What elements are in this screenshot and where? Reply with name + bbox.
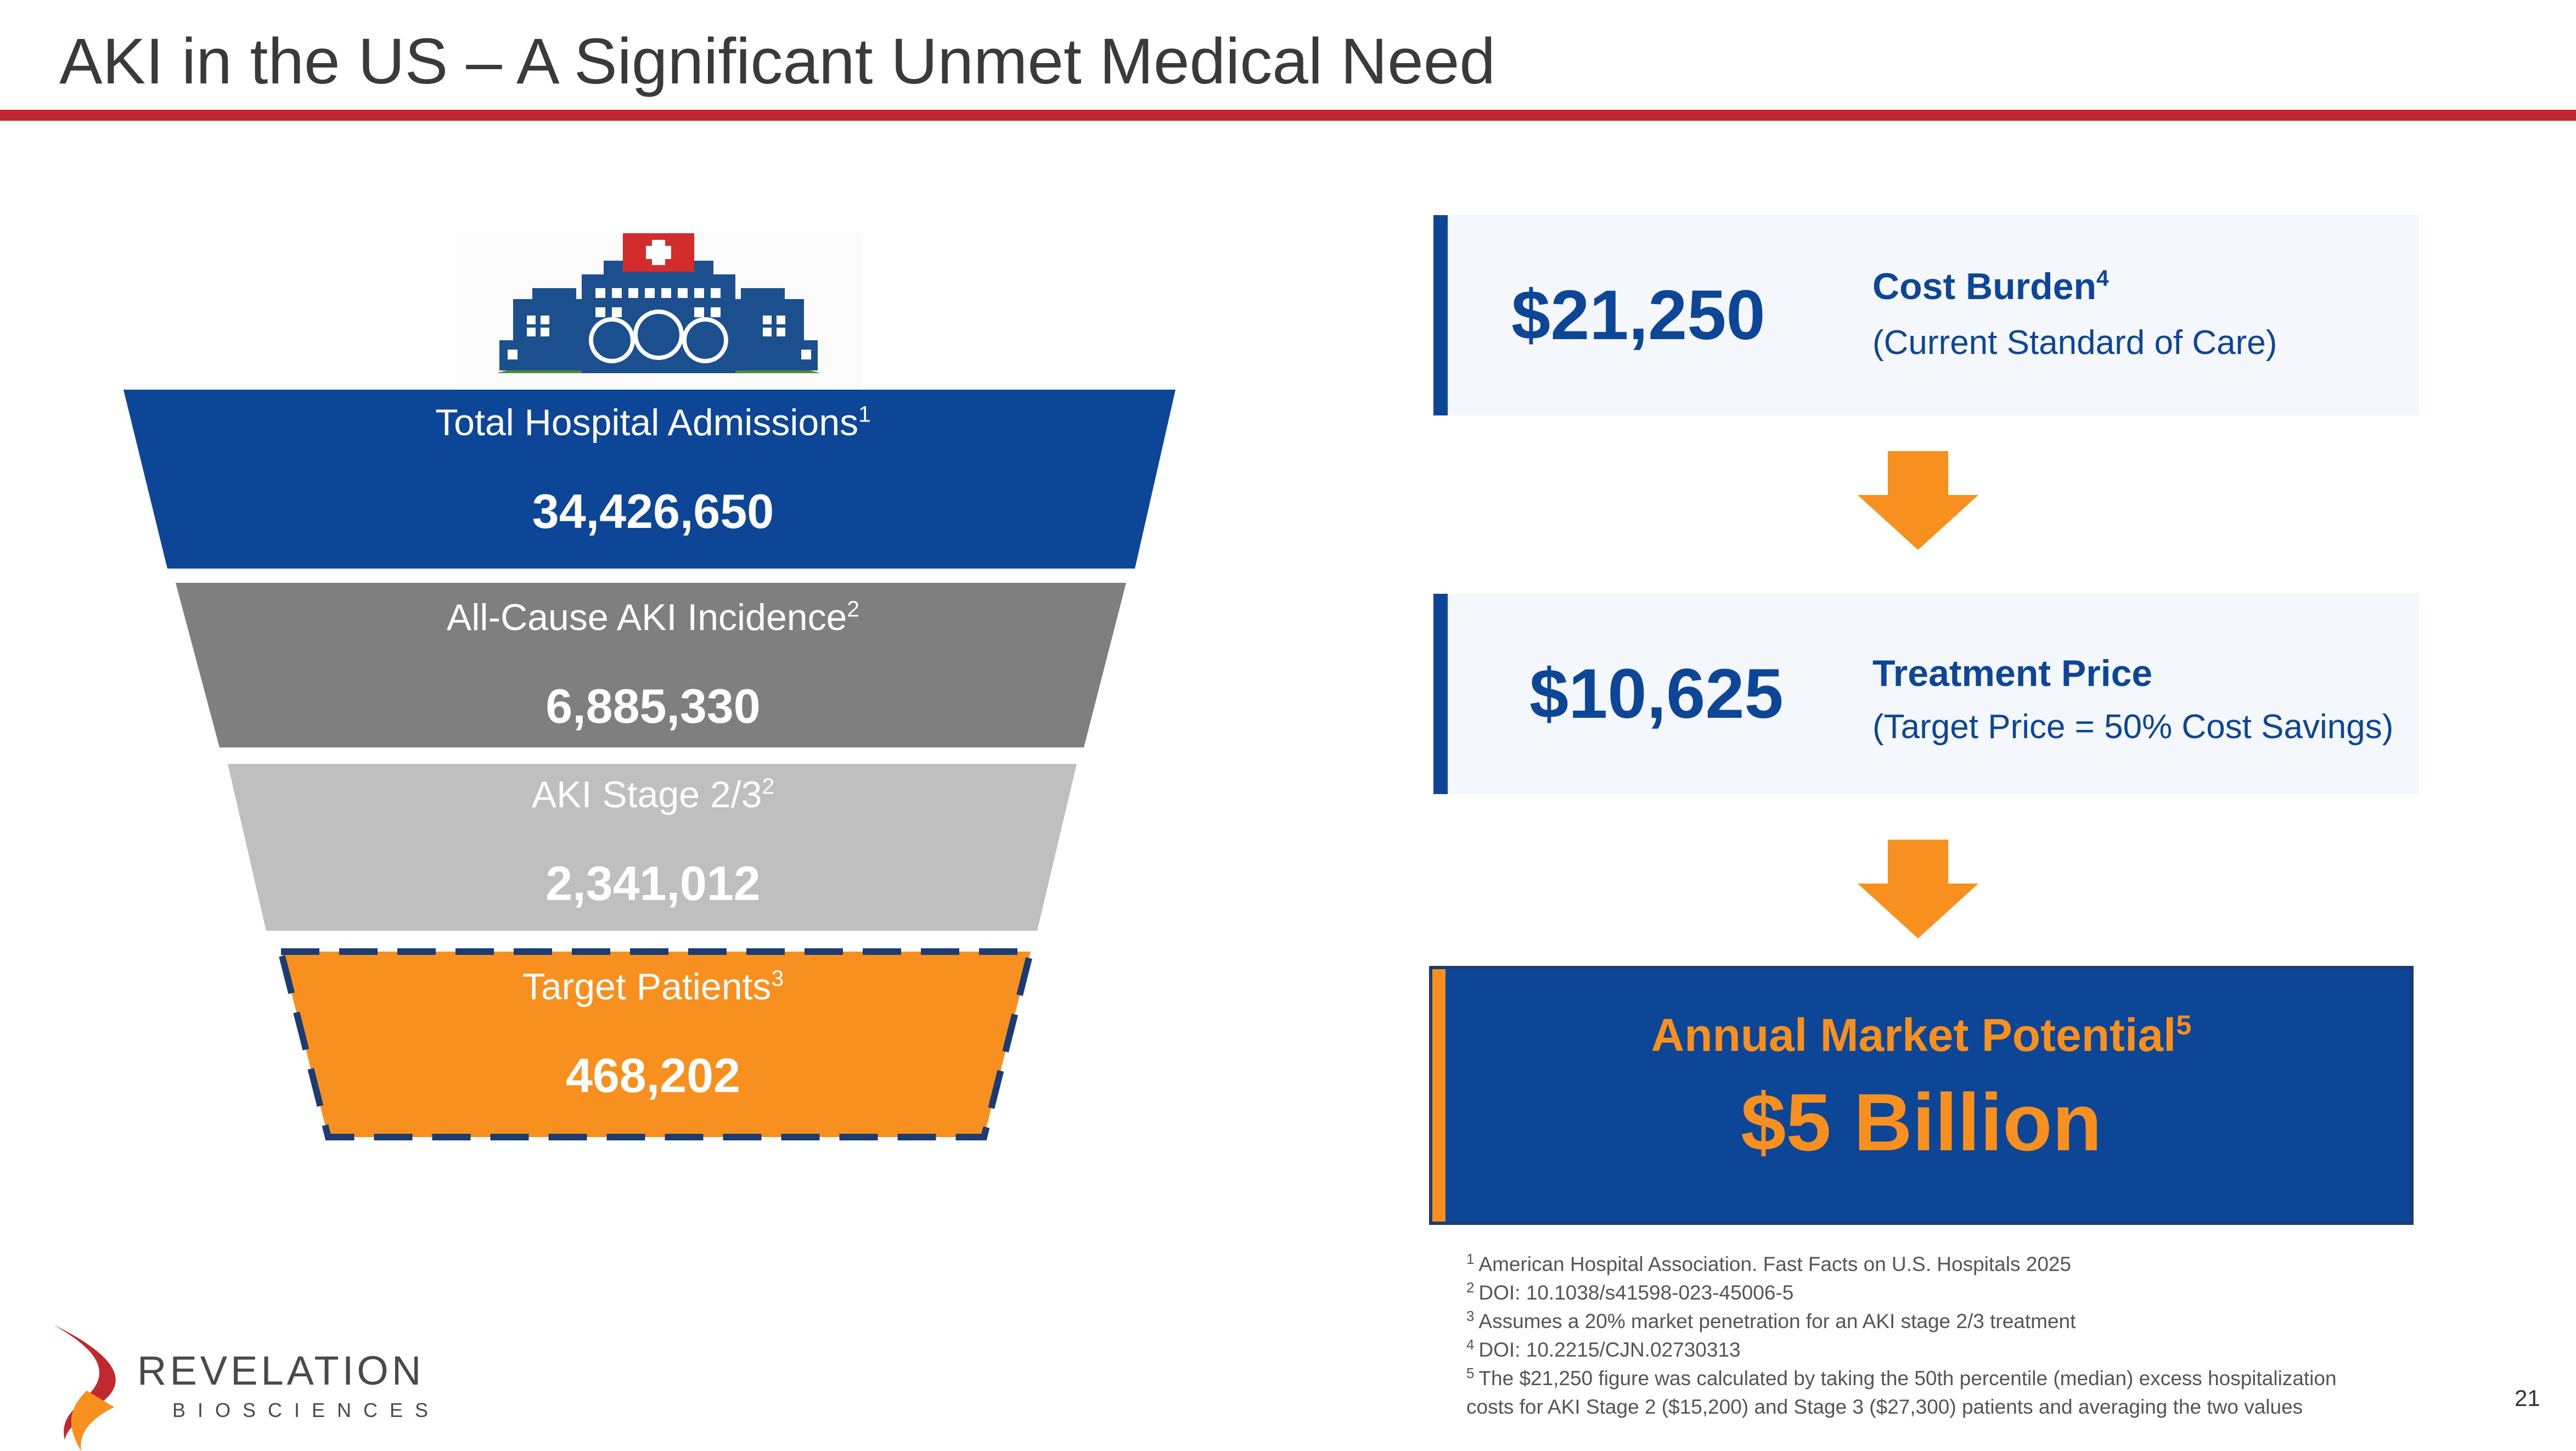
cost-burden-title: Cost Burden4 <box>1872 265 2109 307</box>
footnote: 4 DOI: 10.2215/CJN.02730313 <box>1466 1337 1741 1361</box>
cost-burden-box: $21,250 Cost Burden4 (Current Standard o… <box>1433 215 2419 415</box>
treatment-price-value: $10,625 <box>1529 655 1784 733</box>
footnote: costs for AKI Stage 2 ($15,200) and Stag… <box>1466 1396 2303 1418</box>
market-potential-box: Annual Market Potential5 $5 Billion <box>1429 966 2414 1225</box>
cost-burden-accent <box>1433 215 1448 415</box>
market-potential-value: $5 Billion <box>1741 1077 2102 1168</box>
funnel-tier-1 <box>123 390 1175 569</box>
page-title: AKI in the US – A Significant Unmet Medi… <box>59 25 1496 98</box>
arrow-down-icon <box>1858 840 1978 938</box>
footnote: 2 DOI: 10.1038/s41598-023-45006-5 <box>1466 1280 1794 1304</box>
treatment-price-subtitle: (Target Price = 50% Cost Savings) <box>1872 708 2394 746</box>
funnel-value-target-patients: 468,202 <box>565 1048 741 1103</box>
funnel-value-aki-stage: 2,341,012 <box>545 856 761 910</box>
footnote: 5 The $21,250 figure was calculated by ta… <box>1466 1366 2337 1390</box>
logo-wordmark: REVELATION <box>137 1348 425 1393</box>
cost-burden-value: $21,250 <box>1511 276 1765 355</box>
market-potential-accent <box>1432 969 1446 1222</box>
hospital-icon <box>455 233 862 387</box>
funnel-tier-2 <box>176 583 1126 747</box>
funnel-tier-4 <box>277 948 1035 1140</box>
funnel-label-target-patients: Target Patients3 <box>522 965 784 1008</box>
funnel-label-aki-stage: AKI Stage 2/32 <box>531 773 775 816</box>
funnel-value-total-admissions: 34,426,650 <box>532 484 774 538</box>
funnel-label-aki-incidence: All-Cause AKI Incidence2 <box>446 596 860 638</box>
page-number: 21 <box>2515 1385 2540 1411</box>
treatment-price-accent <box>1433 594 1448 794</box>
cost-burden-subtitle: (Current Standard of Care) <box>1872 324 2277 362</box>
arrow-down-icon <box>1858 451 1978 550</box>
funnel-label-total-admissions: Total Hospital Admissions1 <box>435 401 871 443</box>
footnotes: 1 American Hospital Association. Fast Fac… <box>1466 1250 2432 1421</box>
funnel-value-aki-incidence: 6,885,330 <box>545 679 761 733</box>
treatment-price-box: $10,625 Treatment Price (Target Price = … <box>1433 594 2419 794</box>
logo-subtitle: BIOSCIENCES <box>172 1399 441 1421</box>
footnote: 1 American Hospital Association. Fast Fac… <box>1466 1252 2072 1275</box>
footnote: 3 Assumes a 20% market penetration for an… <box>1466 1309 2076 1332</box>
funnel-tier-3 <box>228 764 1077 931</box>
market-potential-title: Annual Market Potential5 <box>1651 1009 2192 1061</box>
funnel-chart <box>123 390 1175 1140</box>
title-divider <box>0 110 2576 121</box>
treatment-price-title: Treatment Price <box>1872 653 2153 694</box>
revelation-logo-icon <box>54 1325 116 1451</box>
